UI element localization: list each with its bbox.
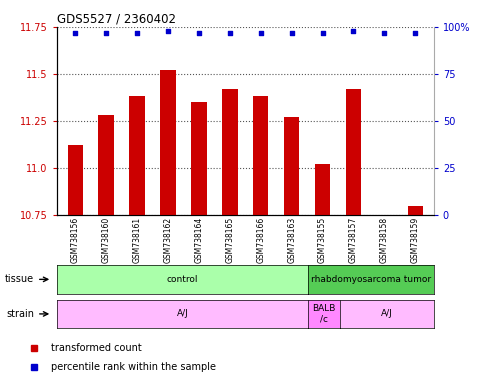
Bar (160, 70, 176, 215)
Point (71, 30, 79, 36)
Bar (315, 164, 330, 215)
Text: control: control (167, 275, 198, 284)
Point (257, 30, 265, 36)
Point (164, 28, 172, 34)
Bar (253, 96, 269, 215)
Point (102, 30, 110, 36)
Bar (68, 146, 83, 215)
Text: A/J: A/J (176, 310, 188, 318)
Bar (191, 102, 207, 215)
Text: GDS5527 / 2360402: GDS5527 / 2360402 (57, 13, 176, 26)
Bar (129, 96, 145, 215)
Bar (346, 89, 361, 215)
Point (288, 30, 296, 36)
Text: A/J: A/J (381, 310, 392, 318)
Point (133, 30, 141, 36)
Bar (99, 115, 114, 215)
Point (318, 30, 326, 36)
Point (381, 30, 388, 36)
Point (411, 30, 419, 36)
Text: transformed count: transformed count (51, 343, 142, 353)
Bar (222, 89, 238, 215)
Text: BALB
/c: BALB /c (312, 304, 336, 324)
Text: rhabdomyosarcoma tumor: rhabdomyosarcoma tumor (311, 275, 431, 284)
Text: percentile rank within the sample: percentile rank within the sample (51, 362, 216, 372)
Text: tissue: tissue (5, 274, 34, 285)
Bar (284, 117, 299, 215)
Text: strain: strain (6, 309, 34, 319)
Point (195, 30, 203, 36)
Point (350, 28, 357, 34)
Bar (408, 205, 423, 215)
Point (226, 30, 234, 36)
